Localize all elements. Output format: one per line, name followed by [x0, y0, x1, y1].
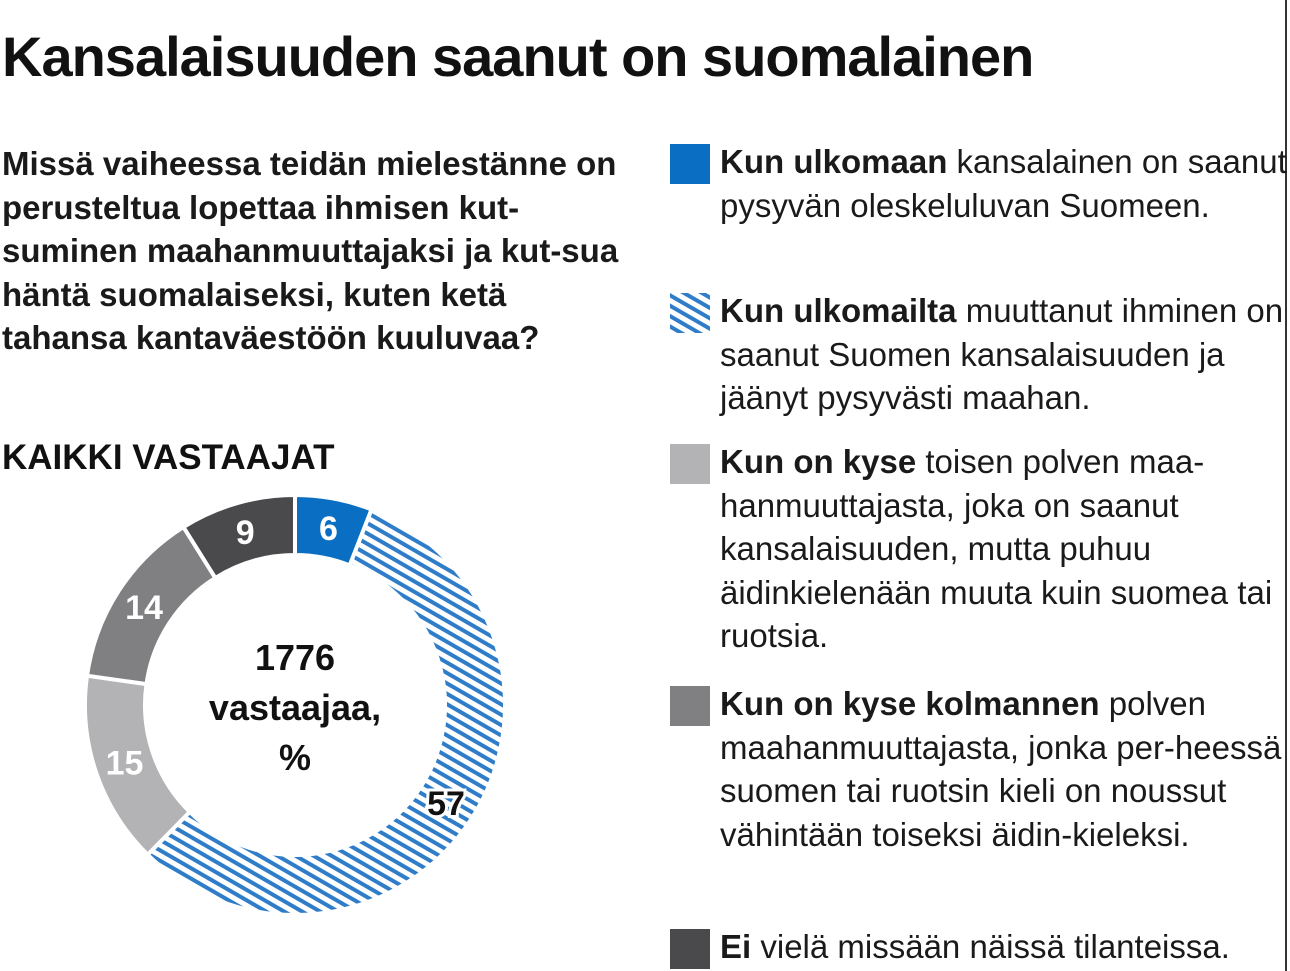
legend-swatch-blue [670, 144, 710, 184]
slice-label-15: 15 [106, 745, 144, 783]
chart-subtitle: KAIKKI VASTAAJAT [2, 438, 335, 477]
slice-label-57: 57 [427, 785, 465, 823]
legend-bold-1: Kun ulkomaan [720, 143, 948, 180]
legend-swatch-dark-grey [670, 929, 710, 969]
legend-text-3: toisen polven maa-hanmuuttajasta, joka o… [720, 443, 1273, 654]
center-label-percent: % [279, 737, 311, 778]
right-border-rule [1285, 0, 1287, 971]
legend-text-5: vielä missään näissä tilanteissa. [751, 928, 1230, 965]
donut-slice-9 [180, 492, 297, 581]
survey-question: Missä vaiheessa teidän mielestänne on pe… [2, 145, 619, 356]
donut-slice-labels: 6 57 15 14 9 [106, 510, 468, 826]
donut-chart: 6 57 15 14 9 1776 vastaajaa, % [83, 492, 507, 917]
legend-text-2: muuttanut ihminen on saanut Suomen kansa… [720, 292, 1284, 416]
legend-text-4: polven maahanmuuttajasta, jonka per-hees… [720, 685, 1282, 853]
slice-label-14: 14 [125, 589, 163, 627]
chart-title: Kansalaisuuden saanut on suomalainen [2, 25, 1034, 88]
center-label-count: 1776 [255, 637, 335, 678]
legend-bold-4: Kun on kyse kolmannen [720, 685, 1100, 722]
donut-slices [83, 492, 507, 917]
center-label-unit: vastaajaa, [209, 687, 381, 728]
legend-swatch-hatch [670, 293, 710, 333]
slice-label-9: 9 [236, 514, 255, 552]
legend-swatch-light-grey [670, 444, 710, 484]
slice-label-6: 6 [319, 510, 338, 548]
legend-text-1: kansalainen on saanut pysyvän oleskelulu… [720, 143, 1287, 224]
legend-bold-3: Kun on kyse [720, 443, 917, 480]
legend-bold-2: Kun ulkomailta [720, 292, 957, 329]
donut-slice-57 [144, 506, 507, 917]
legend-bold-5: Ei [720, 928, 752, 965]
legend-swatch-mid-grey [670, 686, 710, 726]
